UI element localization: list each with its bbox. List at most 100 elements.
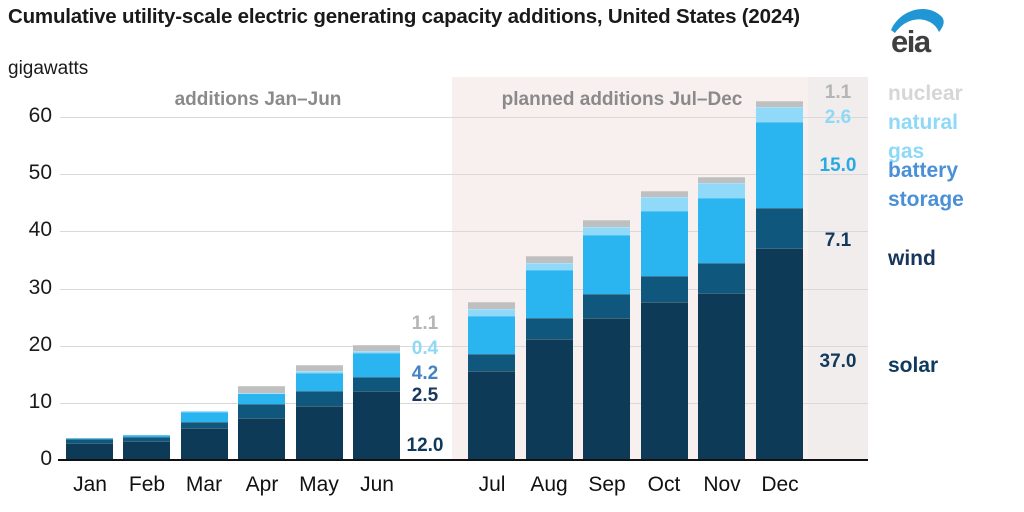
bar-segment-apr-wind (238, 404, 285, 418)
bar-segment-nov-natural-gas (698, 183, 745, 198)
y-axis-tick-label: 20 (28, 333, 52, 356)
bar-segment-apr-solar (238, 418, 285, 460)
bar-segment-jul-battery-storage (468, 316, 515, 354)
x-axis-month-label-apr: Apr (245, 473, 279, 496)
eia-logo: eia (891, 8, 944, 59)
bar-segment-dec-wind (756, 208, 803, 248)
bar-segment-jul-nuclear (468, 302, 515, 309)
bar-segment-nov-solar (698, 293, 745, 460)
gridline (60, 117, 868, 118)
legend-item-natural-gas: natural gas (888, 111, 959, 163)
y-axis-tick-label: 30 (28, 276, 52, 299)
bar-segment-may-wind (296, 391, 343, 406)
bar-segment-apr-battery-storage (238, 393, 285, 404)
page-title: Cumulative utility-scale electric genera… (8, 5, 800, 28)
bar-segment-oct-battery-storage (641, 211, 688, 276)
jun-value-label-natural-gas: 0.4 (411, 338, 439, 359)
dec-value-label-nuclear: 1.1 (824, 82, 852, 103)
gridline (60, 174, 868, 175)
jun-value-label-wind: 2.5 (411, 385, 439, 406)
dec-value-label-strip (808, 77, 868, 460)
bar-segment-jul-solar (468, 371, 515, 460)
dec-value-label-solar: 37.0 (819, 351, 857, 372)
x-axis-month-label-feb: Feb (128, 473, 166, 496)
dec-value-label-natural-gas: 2.6 (824, 107, 852, 128)
x-axis-month-label-may: May (299, 473, 339, 496)
bar-segment-nov-nuclear (698, 177, 745, 183)
eia-logo-text: eia (891, 24, 932, 59)
bar-segment-may-solar (296, 406, 343, 460)
gridline (60, 403, 868, 404)
bar-segment-feb-wind (123, 437, 170, 441)
x-axis-month-label-oct: Oct (647, 473, 681, 496)
x-axis-month-label-dec: Dec (761, 473, 799, 496)
dec-value-label-battery-storage: 15.0 (819, 155, 857, 176)
gridline (60, 289, 868, 290)
bar-segment-feb-solar (123, 441, 170, 460)
bar-segment-oct-wind (641, 276, 688, 302)
bar-segment-sep-natural-gas (583, 227, 630, 235)
bar-segment-sep-battery-storage (583, 235, 630, 294)
section-header-jul-dec: planned additions Jul–Dec (501, 89, 743, 110)
bar-segment-jun-solar (353, 391, 400, 460)
bar-segment-mar-battery-storage (181, 412, 228, 422)
bar-segment-dec-battery-storage (756, 122, 803, 208)
bar-segment-aug-natural-gas (526, 263, 573, 270)
bar-segment-oct-natural-gas (641, 197, 688, 211)
eia-logo-swoosh-icon (891, 8, 944, 33)
legend-item-wind: wind (888, 247, 936, 270)
bar-segment-nov-battery-storage (698, 198, 745, 263)
jun-value-label-battery-storage: 4.2 (411, 363, 439, 384)
bar-segment-jun-natural-gas (353, 351, 400, 353)
bar-segment-sep-wind (583, 294, 630, 318)
bar-segment-sep-nuclear (583, 220, 630, 227)
bar-segment-dec-natural-gas (756, 107, 803, 122)
bar-segment-jan-solar (66, 443, 113, 460)
x-axis-month-label-sep: Sep (588, 473, 626, 496)
y-axis-tick-label: 40 (28, 218, 52, 241)
bar-segment-may-battery-storage (296, 373, 343, 391)
bar-segment-jul-natural-gas (468, 309, 515, 316)
bar-segment-jul-wind (468, 354, 515, 371)
bar-segment-dec-nuclear (756, 101, 803, 107)
bar-segment-apr-natural-gas (238, 393, 285, 394)
bar-segment-jun-battery-storage (353, 353, 400, 377)
y-axis-unit-label: gigawatts (8, 58, 89, 79)
bar-segment-aug-nuclear (526, 256, 573, 263)
gridline (60, 231, 868, 232)
bar-segment-jan-battery-storage (66, 438, 113, 439)
y-axis-tick-label: 0 (40, 447, 52, 470)
bar-segment-feb-battery-storage (123, 435, 170, 437)
bar-segment-mar-natural-gas (181, 411, 228, 412)
x-axis-month-label-mar: Mar (185, 473, 223, 496)
legend-item-battery-storage: battery storage (888, 159, 964, 211)
bar-segment-may-nuclear (296, 365, 343, 371)
bar-segment-jun-wind (353, 377, 400, 391)
gridline (60, 346, 868, 347)
jun-value-label-nuclear: 1.1 (411, 313, 439, 334)
section-header-jan-jun: additions Jan–Jun (174, 89, 342, 110)
bar-segment-oct-nuclear (641, 191, 688, 197)
x-axis-month-label-aug: Aug (530, 473, 568, 496)
y-axis-tick-label: 50 (28, 161, 52, 184)
bar-segment-aug-battery-storage (526, 270, 573, 318)
legend-item-nuclear: nuclear (888, 82, 963, 105)
y-axis-tick-label: 60 (28, 104, 52, 127)
bar-segment-mar-wind (181, 422, 228, 428)
x-axis-month-label-jun: Jun (360, 473, 394, 496)
bar-segment-jun-nuclear (353, 345, 400, 351)
dec-value-label-wind: 7.1 (824, 230, 852, 251)
bar-segment-dec-solar (756, 248, 803, 460)
x-axis-month-label-nov: Nov (703, 473, 741, 496)
bar-segment-may-natural-gas (296, 371, 343, 373)
jun-value-label-solar: 12.0 (406, 435, 444, 456)
x-axis-month-label-jul: Jul (478, 473, 506, 496)
bar-segment-oct-solar (641, 302, 688, 460)
bar-segment-jan-wind (66, 439, 113, 443)
bar-segment-aug-solar (526, 339, 573, 460)
x-axis-line (58, 459, 868, 461)
bar-segment-apr-nuclear (238, 386, 285, 393)
bar-segment-nov-wind (698, 263, 745, 293)
